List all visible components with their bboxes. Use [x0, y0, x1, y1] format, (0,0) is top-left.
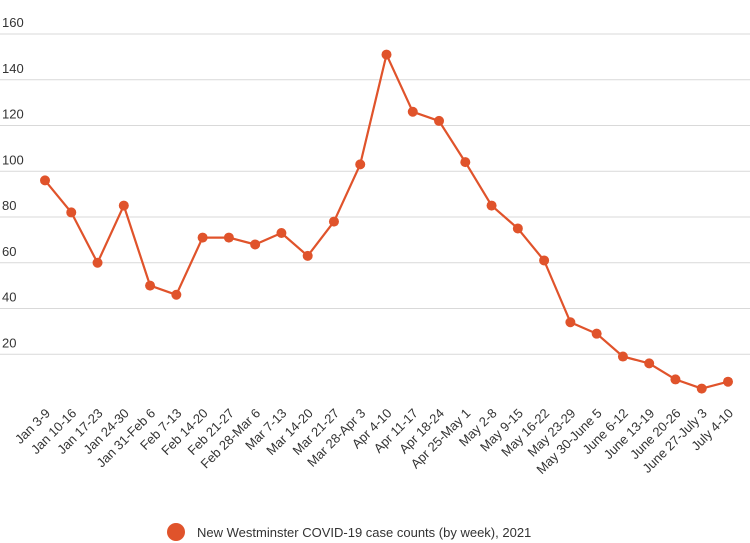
data-point: [512, 223, 523, 234]
data-point: [670, 374, 681, 385]
data-point: [486, 200, 497, 211]
series: [40, 49, 733, 394]
data-point: [407, 106, 418, 117]
legend: New Westminster COVID-19 case counts (by…: [167, 523, 531, 541]
data-point: [696, 383, 707, 394]
data-point: [302, 250, 313, 261]
data-point: [223, 232, 234, 243]
data-point: [40, 175, 50, 186]
data-point: [171, 289, 182, 300]
series-line: [44, 53, 729, 390]
y-tick-label: 100: [2, 152, 24, 167]
y-tick-label: 60: [2, 244, 16, 259]
legend-marker: [167, 523, 185, 541]
data-point: [197, 232, 208, 243]
data-point: [617, 351, 628, 362]
gridlines: [0, 33, 750, 355]
data-point: [644, 358, 655, 369]
y-tick-label: 140: [2, 61, 24, 76]
legend-label: New Westminster COVID-19 case counts (by…: [197, 525, 531, 540]
data-point: [460, 157, 471, 168]
data-point: [565, 317, 576, 328]
y-tick-label: 160: [2, 15, 24, 30]
y-tick-label: 40: [2, 290, 16, 305]
data-point: [381, 49, 392, 60]
data-point: [539, 255, 550, 266]
data-point: [328, 216, 339, 227]
y-tick-label: 80: [2, 198, 16, 213]
data-point: [276, 228, 287, 239]
data-point: [92, 257, 103, 268]
data-point: [118, 200, 129, 211]
y-axis-ticks: 20 40 60 80 100 120 140 160: [2, 15, 24, 350]
data-point: [145, 280, 156, 291]
data-point: [434, 115, 445, 126]
data-point: [250, 239, 261, 250]
data-point: [66, 207, 77, 218]
data-point: [355, 159, 366, 170]
data-point: [591, 328, 602, 339]
y-tick-label: 20: [2, 335, 16, 350]
data-point: [723, 376, 733, 387]
y-tick-label: 120: [2, 107, 24, 122]
